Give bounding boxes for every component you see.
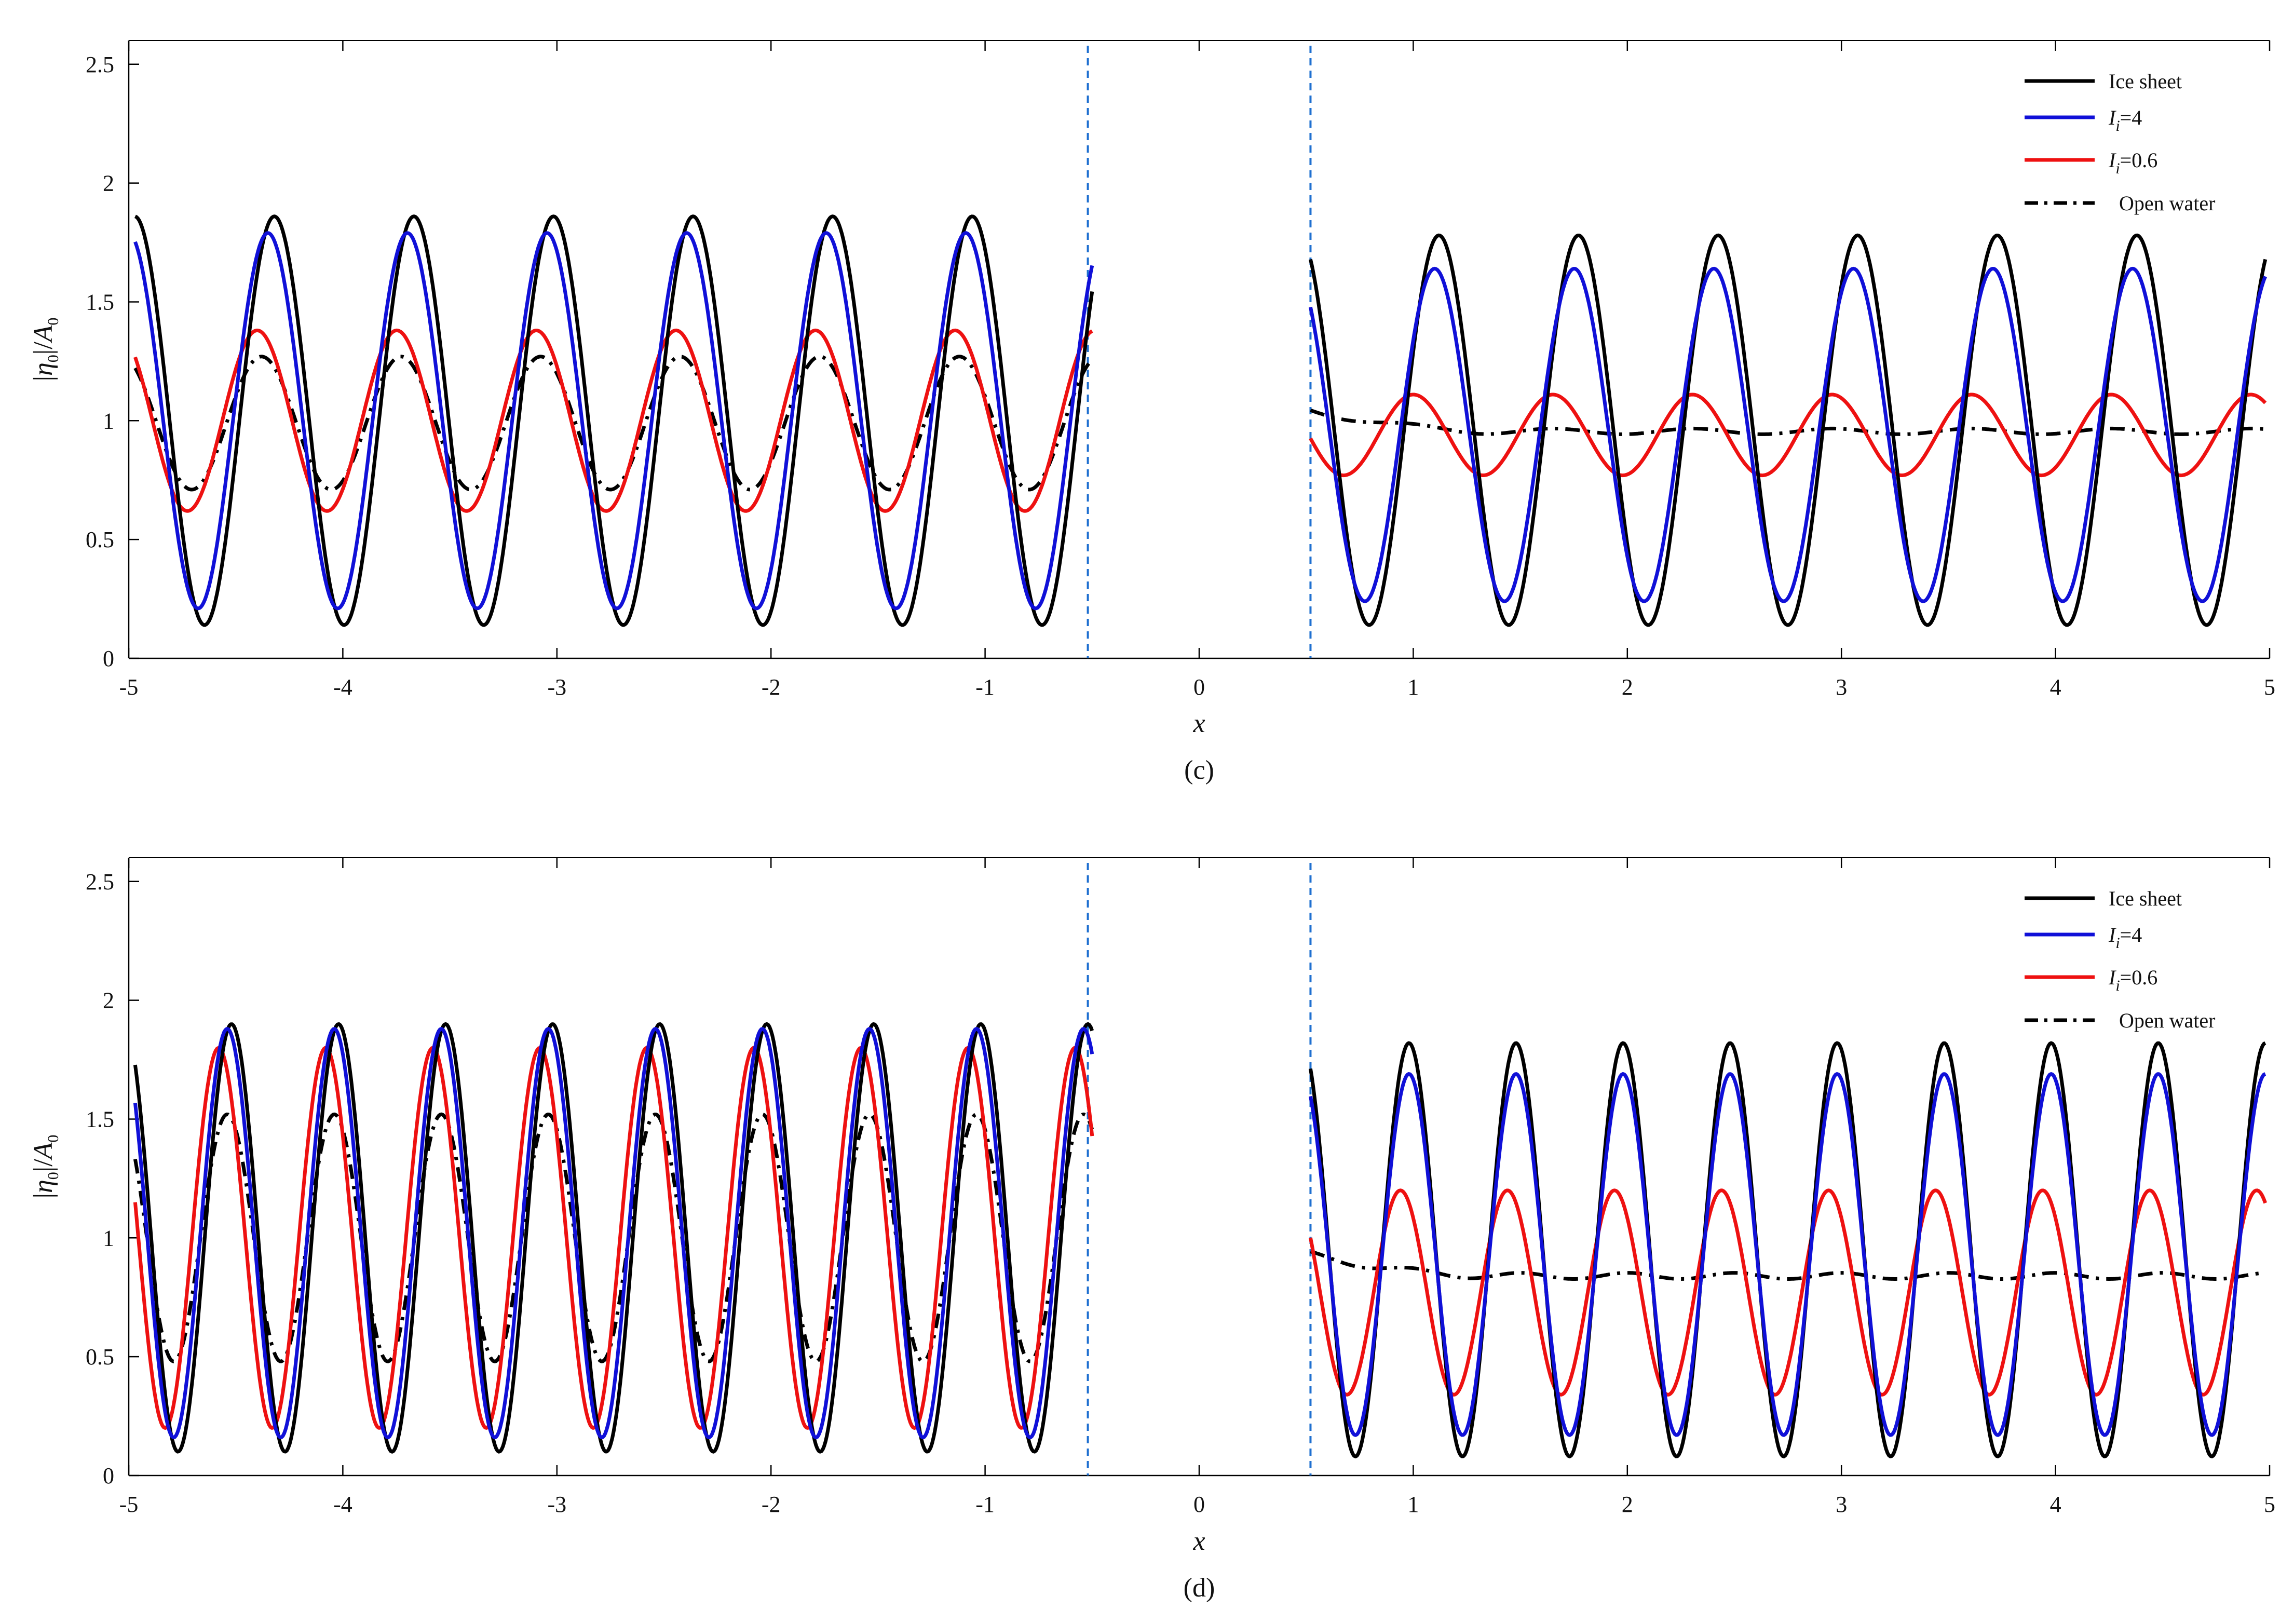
x-tick-label: 2 [1622, 674, 1633, 700]
x-tick-label: 3 [1836, 674, 1847, 700]
series-curves [133, 1022, 2268, 1458]
y-tick-label: 2.5 [86, 869, 114, 895]
series-line-ice-sheet-right [1308, 233, 2268, 627]
series-line-open-water-right [1310, 1250, 2266, 1281]
x-tick-label: -1 [975, 1492, 995, 1517]
y-tick-label: 2.5 [86, 52, 114, 77]
series-line-ii-0-6-left [133, 1046, 1094, 1430]
x-tick-label: -3 [547, 674, 566, 700]
x-tick-label: -4 [333, 1492, 352, 1517]
legend-label-open-water: Open water [2119, 192, 2215, 215]
panel-label: (d) [1184, 1573, 1215, 1603]
panel-label: (c) [1184, 755, 1214, 785]
x-tick-label: 4 [2050, 1492, 2061, 1517]
y-tick-label: 1 [103, 1225, 114, 1251]
y-tick-label: 0.5 [86, 1344, 114, 1370]
x-tick-label: 1 [1407, 1492, 1419, 1517]
series-line-ice-sheet-left [133, 1022, 1094, 1454]
y-tick-label: 1 [103, 408, 114, 434]
y-tick-label: 0 [103, 646, 114, 671]
x-tick-label: -5 [119, 1492, 139, 1517]
chart-panel-d: -5 -4 -3 -2 -1 0 1 2 3 4 5 0 0.5 1 1.5 2 2.5 x (d) |η0|/A0 I… [29, 857, 2275, 1603]
series-line-ii-0-6-left [133, 328, 1093, 513]
y-tick-label: 0 [103, 1463, 114, 1488]
x-tick-label: 0 [1193, 674, 1205, 700]
series-line-ii-4-left [133, 1027, 1094, 1440]
legend-label-ice-sheet: Ice sheet [2109, 70, 2182, 93]
series-line-ii-0-6-right [1309, 393, 2267, 478]
legend-label-ii-0-6: Ii=0.6 [2108, 966, 2157, 994]
series-line-ii-0-6-right [1308, 1188, 2268, 1397]
series-line-ice-sheet-right [1308, 1041, 2266, 1458]
y-tick-label: 1.5 [86, 1106, 114, 1132]
y-axis-label: |η0|/A0 [29, 318, 62, 382]
x-tick-label: 3 [1836, 1492, 1847, 1517]
series-line-ii-4-right [1308, 1072, 2266, 1437]
legend-label-ice-sheet: Ice sheet [2109, 887, 2182, 910]
y-tick-label: 0.5 [86, 527, 114, 552]
y-tick-label: 2 [103, 988, 114, 1013]
series-line-ii-4-left [133, 231, 1094, 611]
x-tick-label: 4 [2050, 674, 2061, 700]
y-tick-label: 2 [103, 171, 114, 196]
legend-label-open-water: Open water [2119, 1009, 2215, 1032]
y-tick-label: 1.5 [86, 289, 114, 315]
x-tick-label: 5 [2264, 1492, 2275, 1517]
x-axis-label: x [1192, 1526, 1205, 1556]
chart-panel-c: -5 -4 -3 -2 -1 0 1 2 3 4 5 0 0.5 1 1.5 2 2.5 x (c) |η0|/A0 I… [29, 40, 2275, 785]
x-tick-label: -2 [762, 1492, 781, 1517]
legend: Ice sheet Ii=4 Ii=0.6 Open water [2025, 887, 2215, 1032]
series-line-open-water-right [1310, 408, 2266, 436]
x-tick-label: 1 [1407, 674, 1419, 700]
series-line-open-water-left [133, 355, 1094, 492]
x-tick-label: 0 [1193, 1492, 1205, 1517]
y-axis-label: |η0|/A0 [29, 1135, 62, 1199]
x-tick-label: -2 [762, 674, 781, 700]
legend-label-ii-4: Ii=4 [2108, 106, 2142, 134]
legend-label-ii-0-6: Ii=0.6 [2108, 148, 2157, 177]
x-tick-label: -4 [333, 674, 352, 700]
x-axis-label: x [1192, 709, 1205, 738]
series-line-ii-4-right [1308, 266, 2268, 603]
series-line-open-water-left [133, 1112, 1094, 1363]
x-tick-label: 5 [2264, 674, 2275, 700]
x-tick-label: -5 [119, 674, 139, 700]
legend: Ice sheet Ii=4 Ii=0.6 Open water [2025, 70, 2215, 215]
x-tick-label: -3 [547, 1492, 566, 1517]
x-tick-label: 2 [1622, 1492, 1633, 1517]
legend-label-ii-4: Ii=4 [2108, 923, 2142, 952]
x-tick-label: -1 [975, 674, 995, 700]
series-curves [133, 214, 2268, 627]
